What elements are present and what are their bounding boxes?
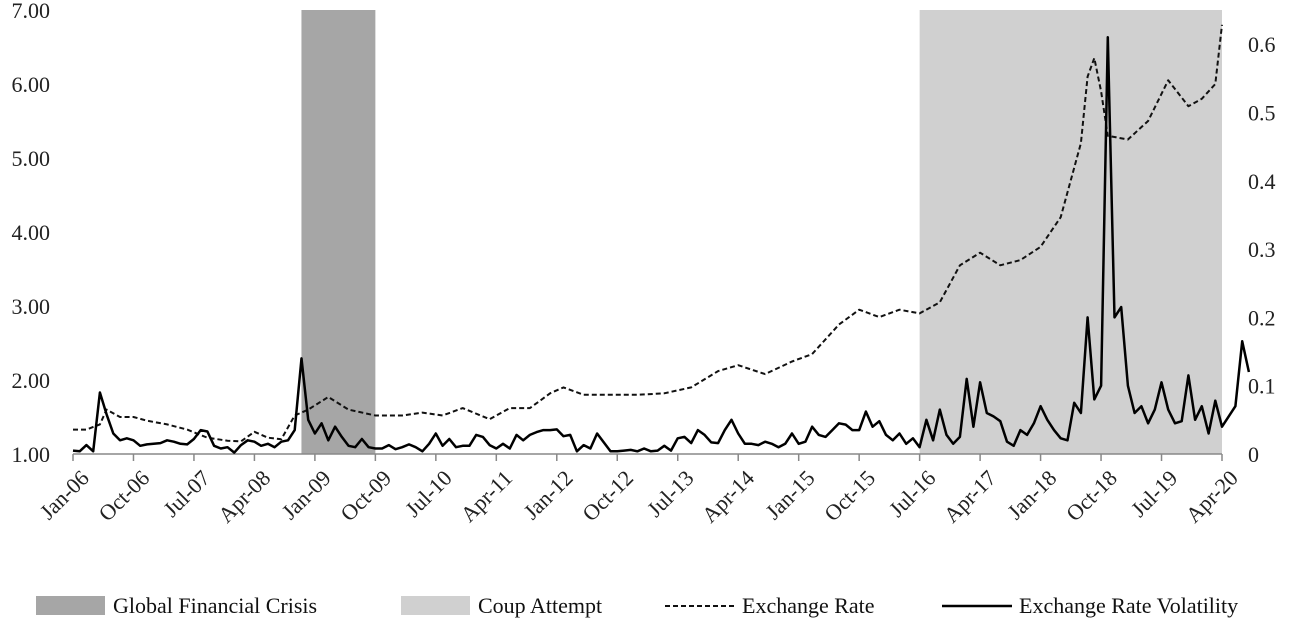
y-left-tick-label: 7.00 bbox=[12, 0, 51, 23]
x-tick-label: Jul-19 bbox=[1126, 465, 1183, 522]
x-tick-label: Jan-15 bbox=[760, 465, 819, 524]
x-tick-label: Jan-06 bbox=[35, 465, 94, 524]
y-left-tick-label: 4.00 bbox=[12, 220, 51, 245]
y-right-tick-label: 0.3 bbox=[1248, 237, 1276, 262]
x-tick-label: Apr-17 bbox=[939, 465, 1001, 527]
x-tick-label: Apr-08 bbox=[213, 465, 275, 527]
y-left-tick-label: 3.00 bbox=[12, 294, 51, 319]
shaded-period-global-financial-crisis bbox=[301, 10, 376, 454]
legend-swatch-coup-attempt bbox=[401, 596, 470, 615]
x-tick-label: Jan-18 bbox=[1002, 465, 1061, 524]
y-right-tick-label: 0.6 bbox=[1248, 32, 1276, 57]
shaded-period-coup-attempt bbox=[919, 10, 1222, 454]
x-tick-label: Oct-15 bbox=[819, 465, 880, 526]
y-left-tick-label: 5.00 bbox=[12, 146, 51, 171]
x-tick-label: Apr-14 bbox=[697, 465, 759, 527]
x-tick-label: Apr-20 bbox=[1181, 465, 1243, 527]
y-left-tick-label: 2.00 bbox=[12, 368, 51, 393]
x-tick-label: Jul-07 bbox=[158, 465, 215, 522]
x-tick-label: Jan-12 bbox=[518, 465, 577, 524]
y-right-tick-label: 0.4 bbox=[1248, 169, 1276, 194]
legend-swatch-global-financial-crisis bbox=[36, 596, 105, 615]
y-left-tick-label: 1.00 bbox=[12, 442, 51, 467]
x-tick-label: Jul-10 bbox=[400, 465, 457, 522]
legend-label-global-financial-crisis: Global Financial Crisis bbox=[113, 593, 317, 618]
y-right-tick-label: 0.1 bbox=[1248, 374, 1276, 399]
legend-label-exchange-rate: Exchange Rate bbox=[742, 593, 875, 618]
x-tick-label: Oct-18 bbox=[1061, 465, 1122, 526]
legend-label-exchange-rate-volatility: Exchange Rate Volatility bbox=[1019, 593, 1238, 618]
y-right-tick-label: 0.2 bbox=[1248, 305, 1276, 330]
x-tick-label: Jan-09 bbox=[277, 465, 336, 524]
x-tick-label: Oct-06 bbox=[93, 465, 154, 526]
x-tick-label: Oct-12 bbox=[577, 465, 638, 526]
series-line-exchange-rate bbox=[73, 24, 1223, 443]
legend: Global Financial Crisis Coup Attempt Exc… bbox=[36, 593, 1238, 618]
y-left-tick-label: 6.00 bbox=[12, 72, 51, 97]
x-tick-label: Oct-09 bbox=[335, 465, 396, 526]
legend-label-coup-attempt: Coup Attempt bbox=[478, 593, 602, 618]
x-tick-label: Apr-11 bbox=[455, 465, 517, 527]
x-tick-label: Jul-16 bbox=[884, 465, 941, 522]
y-right-tick-label: 0 bbox=[1248, 442, 1259, 467]
series-line-exchange-rate-volatility bbox=[72, 36, 1251, 454]
y-right-tick-label: 0.5 bbox=[1248, 100, 1276, 125]
x-tick-label: Jul-13 bbox=[642, 465, 699, 522]
